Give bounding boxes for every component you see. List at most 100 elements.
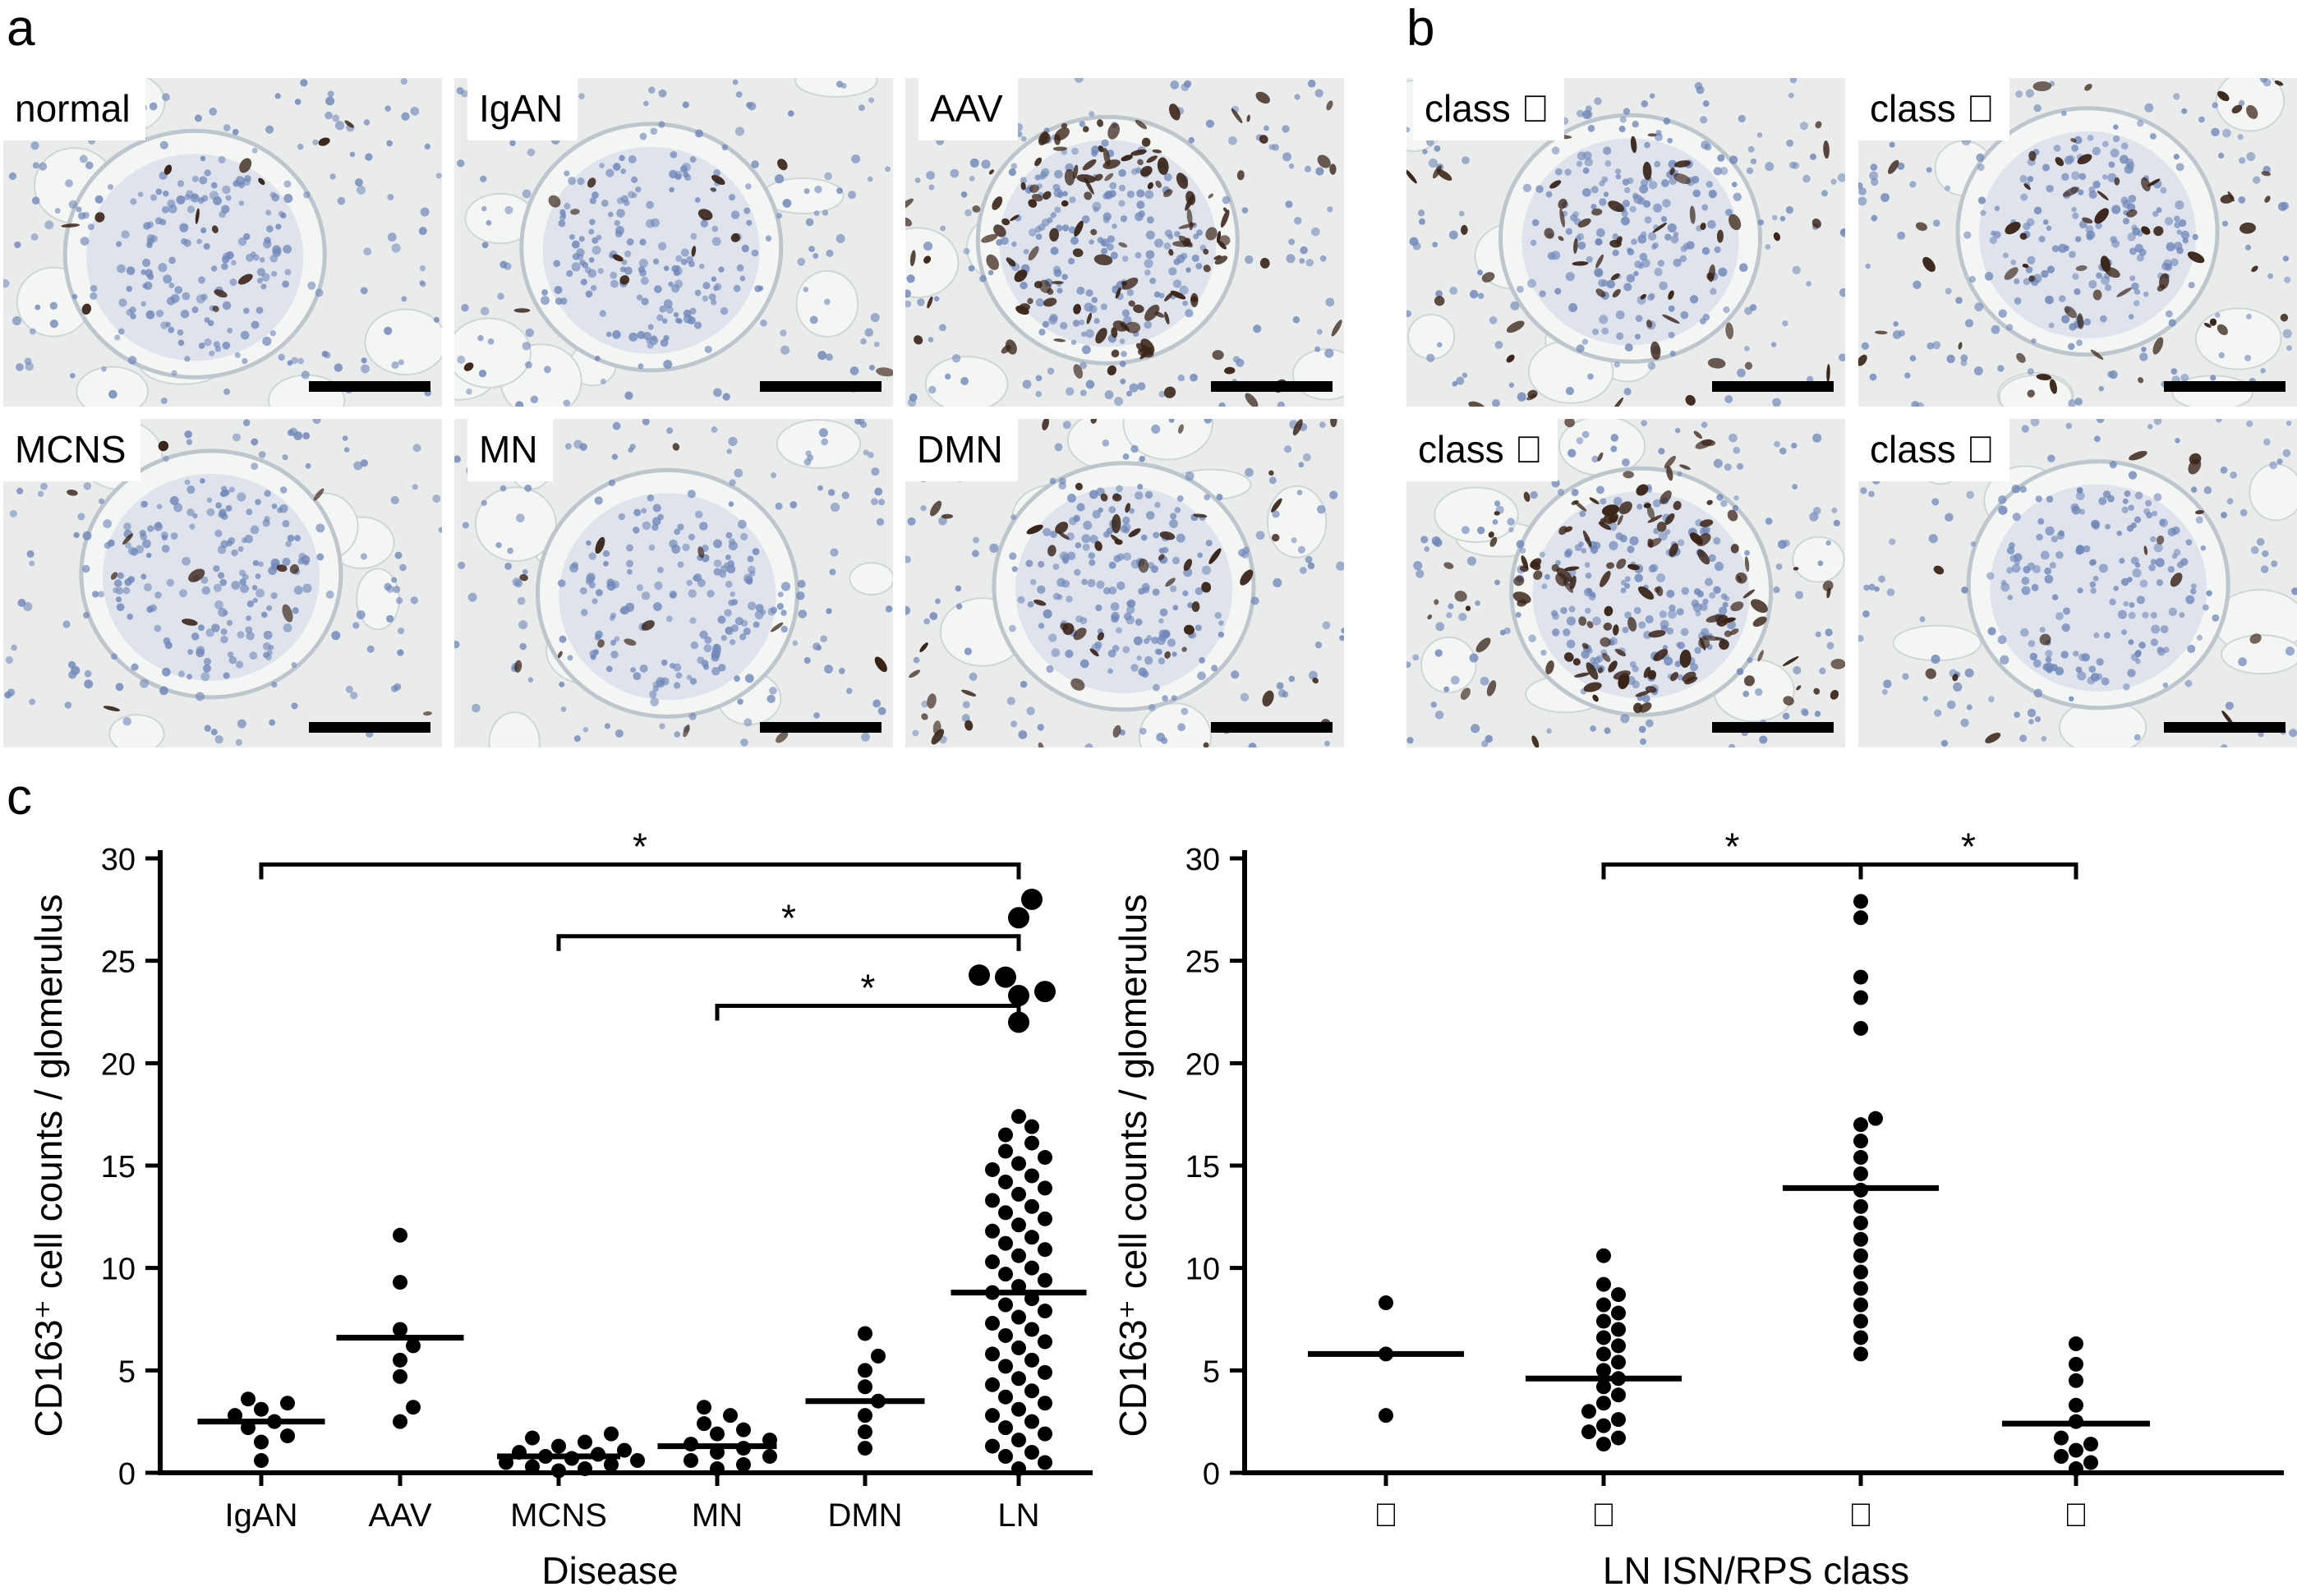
data-point xyxy=(985,1315,1000,1331)
data-point xyxy=(985,1438,1000,1454)
x-tick-label:   xyxy=(2064,1497,2088,1534)
data-point xyxy=(1853,1313,1868,1329)
micrograph-label: class   xyxy=(1858,78,2010,140)
significance-bracket xyxy=(715,1004,1021,1021)
data-point xyxy=(1596,1330,1611,1345)
micrograph-label: AAV xyxy=(918,78,1018,140)
data-point xyxy=(985,1254,1000,1270)
data-point xyxy=(985,1346,1000,1362)
data-point xyxy=(1038,1396,1052,1411)
data-point xyxy=(1853,1264,1868,1280)
data-point xyxy=(1024,1414,1039,1429)
y-tick-label: 0 xyxy=(118,1457,136,1492)
micrograph-illustration xyxy=(1406,419,1845,747)
data-point xyxy=(1038,1211,1052,1226)
data-point xyxy=(1853,1166,1868,1181)
data-point xyxy=(1853,1346,1868,1362)
data-point xyxy=(1853,1150,1868,1166)
data-point xyxy=(604,1426,619,1442)
scale-bar xyxy=(1712,381,1834,392)
micrograph-label: DMN xyxy=(905,419,1018,481)
x-tick-label: LN xyxy=(997,1497,1039,1534)
y-tick-label: 15 xyxy=(101,1150,136,1184)
data-point xyxy=(858,1363,872,1378)
scale-bar xyxy=(309,722,430,733)
data-point xyxy=(985,1193,1000,1208)
data-point xyxy=(1596,1276,1611,1292)
data-point xyxy=(985,1408,1000,1424)
data-point xyxy=(1038,1334,1052,1350)
data-point xyxy=(858,1441,872,1456)
data-point xyxy=(1038,1455,1052,1470)
data-point xyxy=(630,1453,645,1469)
micrograph-illustration xyxy=(454,419,893,747)
data-point xyxy=(1596,1248,1611,1263)
data-point xyxy=(1581,1424,1596,1440)
micrograph-igan: IgAN xyxy=(454,78,893,407)
data-point xyxy=(1011,1371,1026,1387)
y-tick-label: 10 xyxy=(101,1253,136,1287)
data-point xyxy=(1596,1396,1611,1411)
data-point xyxy=(858,1379,872,1395)
data-point xyxy=(858,1424,872,1440)
scale-bar xyxy=(309,381,430,392)
data-point xyxy=(1379,1295,1393,1311)
y-tick-label: 20 xyxy=(101,1047,136,1082)
data-point xyxy=(1024,1230,1039,1245)
data-point xyxy=(998,1420,1013,1436)
data-point xyxy=(1011,1248,1026,1263)
data-point xyxy=(1596,1313,1611,1329)
data-point xyxy=(858,1326,872,1341)
x-tick-label: AAV xyxy=(368,1497,431,1534)
x-tick-label: MCNS xyxy=(510,1497,607,1534)
data-point xyxy=(871,1348,886,1364)
data-point xyxy=(1038,1426,1052,1442)
data-point xyxy=(1853,969,1868,985)
data-point xyxy=(736,1422,751,1437)
data-point xyxy=(1853,1117,1868,1133)
significance-star: * xyxy=(861,967,876,1010)
data-point xyxy=(1611,1430,1626,1446)
x-tick-label: MN xyxy=(692,1497,743,1534)
micrograph-illustration xyxy=(3,78,442,407)
significance-bracket xyxy=(1858,862,2078,880)
data-point xyxy=(1596,1363,1611,1378)
micrograph-label: class   xyxy=(1406,419,1558,481)
scale-bar xyxy=(760,722,882,733)
micrograph-aav: AAV xyxy=(905,78,1344,407)
data-point xyxy=(1853,1330,1868,1345)
data-point xyxy=(2069,1336,2083,1351)
data-point xyxy=(393,1322,407,1337)
data-point xyxy=(406,1338,421,1354)
data-point xyxy=(254,1453,269,1469)
data-point xyxy=(393,1275,407,1290)
data-point xyxy=(1024,1119,1039,1134)
data-point xyxy=(697,1400,711,1415)
y-tick-label: 10 xyxy=(1185,1253,1220,1287)
data-point xyxy=(998,1174,1013,1189)
data-point xyxy=(1611,1287,1626,1303)
data-point xyxy=(1611,1322,1626,1337)
y-axis-label: CD163⁺ cell counts / glomerulus xyxy=(1112,895,1154,1437)
panel-a-label: a xyxy=(7,0,35,57)
data-point xyxy=(998,1327,1013,1343)
data-point xyxy=(1596,1346,1611,1362)
data-point xyxy=(1853,990,1868,1005)
data-point xyxy=(2069,1461,2083,1477)
x-tick-label:   xyxy=(1848,1497,1873,1534)
data-point xyxy=(1853,894,1868,909)
data-point-large xyxy=(1008,907,1029,929)
data-point xyxy=(1011,1401,1026,1417)
scale-bar xyxy=(1712,722,1834,733)
data-point xyxy=(998,1205,1013,1221)
micrograph-label: MN xyxy=(467,419,553,481)
data-point xyxy=(1038,1364,1052,1380)
y-axis-label: CD163⁺ cell counts / glomerulus xyxy=(27,895,70,1437)
significance-star: * xyxy=(633,825,647,867)
x-tick-label:   xyxy=(1591,1497,1616,1534)
y-tick-label: 30 xyxy=(1185,843,1220,877)
data-point xyxy=(617,1442,632,1458)
x-axis-label: Disease xyxy=(541,1549,678,1592)
scale-bar xyxy=(2164,722,2285,733)
y-tick-label: 5 xyxy=(118,1355,136,1389)
